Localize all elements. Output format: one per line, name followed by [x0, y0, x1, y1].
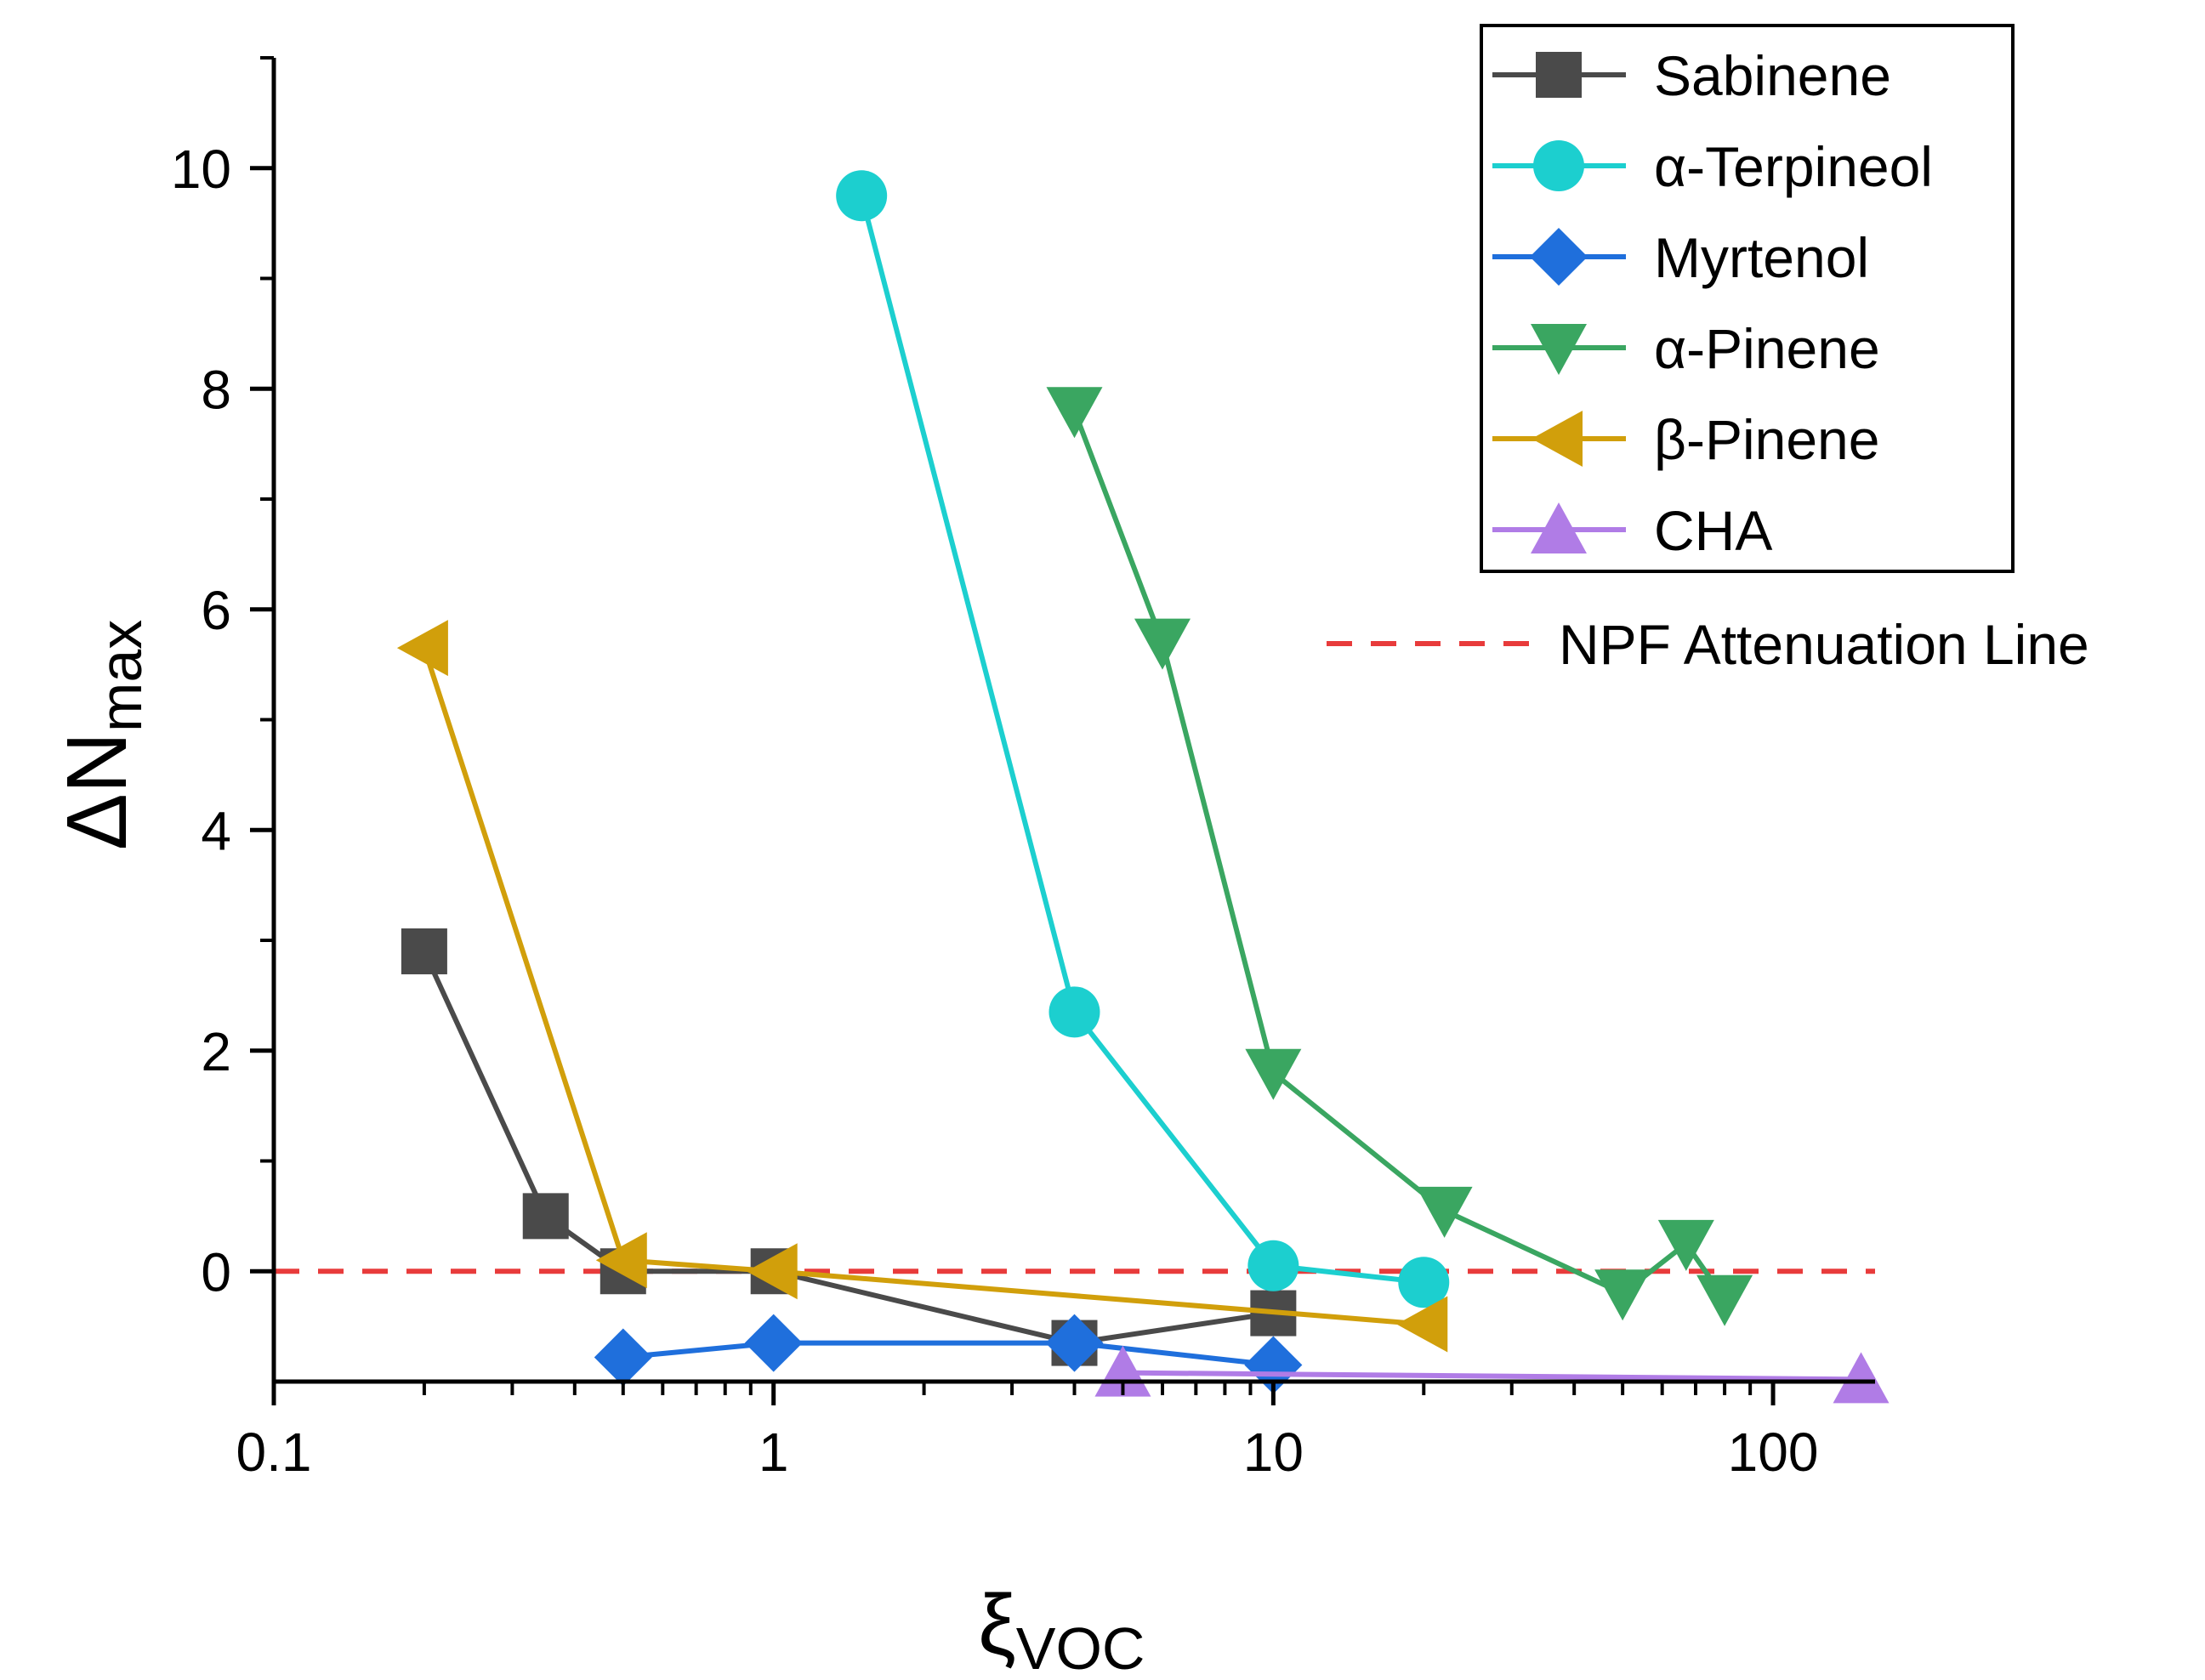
y-tick-label: 0 — [201, 1241, 231, 1303]
data-point-pinene — [1416, 1186, 1473, 1238]
legend-marker — [1533, 140, 1584, 191]
legend-items: Sabinene α-Terpineol Myrtenol α-Pinene β-Pin… — [1492, 44, 1933, 562]
series-line-cha — [1122, 1370, 1861, 1382]
legend-label: NPF Attenuation Line — [1559, 613, 2089, 676]
legend-item-pinene: β-Pinene — [1492, 408, 1879, 471]
legend-item-pinene: α-Pinene — [1492, 317, 1880, 380]
legend-label: Sabinene — [1654, 44, 1891, 107]
data-point-pinene — [396, 620, 448, 677]
x-tick-label: 10 — [1243, 1422, 1304, 1483]
data-point-pinene — [1696, 1274, 1753, 1326]
y-ticks: 0 2 4 6 8 10 — [171, 56, 274, 1303]
legend-marker — [1531, 502, 1587, 553]
series-pinene — [396, 620, 1448, 1353]
series-line-sabinene — [422, 950, 1274, 1346]
x-tick-label: 1 — [759, 1422, 789, 1483]
y-tick-label: 4 — [201, 800, 231, 861]
legend-item-sabinene: Sabinene — [1492, 44, 1891, 107]
legend-label: β-Pinene — [1654, 408, 1879, 471]
x-axis-title-sub: VOC — [1016, 1615, 1145, 1680]
legend-label: CHA — [1654, 499, 1772, 562]
data-point-pinene — [1245, 1048, 1302, 1100]
x-axis-title: ξVOC — [978, 1577, 1145, 1680]
data-point-terpineol — [1398, 1257, 1450, 1308]
y-tick-label: 6 — [201, 580, 231, 641]
data-point-myrtenol — [594, 1328, 652, 1387]
data-point-pinene — [1396, 1296, 1448, 1353]
y-tick-label: 2 — [201, 1021, 231, 1082]
series-line-pinene — [422, 647, 1424, 1327]
y-axis-title-main: ΔN — [49, 732, 145, 850]
legend: Sabinene α-Terpineol Myrtenol α-Pinene β-Pin… — [1327, 24, 2089, 676]
data-point-cha — [1094, 1345, 1151, 1397]
x-tick-label: 100 — [1728, 1422, 1819, 1483]
data-point-terpineol — [1247, 1240, 1299, 1291]
y-axis-title: ΔNmax — [49, 620, 154, 850]
data-point-myrtenol — [1045, 1314, 1104, 1372]
x-axis-title-main: ξ — [978, 1577, 1016, 1672]
data-point-terpineol — [1049, 986, 1100, 1038]
data-point-pinene — [746, 1243, 798, 1300]
legend-item-myrtenol: Myrtenol — [1492, 226, 1869, 289]
series-terpineol — [836, 170, 1450, 1308]
legend-label: Myrtenol — [1654, 226, 1869, 289]
legend-marker — [1536, 52, 1582, 98]
legend-label: α-Pinene — [1654, 317, 1880, 380]
data-point-pinene — [1657, 1219, 1714, 1271]
legend-label: α-Terpineol — [1654, 135, 1933, 198]
legend-item-cha: CHA — [1492, 499, 1772, 562]
y-axis-title-sub: max — [88, 620, 154, 732]
y-tick-label: 10 — [171, 139, 231, 200]
legend-marker — [1531, 324, 1587, 375]
legend-marker — [1530, 228, 1588, 286]
series-line-myrtenol — [622, 1340, 1274, 1368]
legend-marker — [1532, 411, 1583, 467]
data-point-pinene — [1594, 1269, 1651, 1321]
data-point-myrtenol — [744, 1314, 803, 1372]
legend-box — [1480, 24, 2015, 573]
data-point-pinene — [595, 1232, 647, 1289]
legend-item-terpineol: α-Terpineol — [1492, 135, 1933, 198]
y-tick-label: 8 — [201, 359, 231, 420]
data-point-pinene — [1134, 618, 1191, 670]
series-line-terpineol — [859, 195, 1424, 1286]
x-ticks: 0.1 1 10 100 — [236, 1382, 1819, 1483]
series-layer — [396, 170, 1890, 1404]
x-tick-label: 0.1 — [236, 1422, 312, 1483]
data-point-pinene — [1046, 387, 1103, 439]
axes: 0.1 1 10 100 0 2 4 6 8 10 — [171, 56, 1875, 1483]
legend-item-reference: NPF Attenuation Line — [1327, 613, 2089, 676]
data-point-sabinene — [401, 928, 447, 974]
series-cha — [1094, 1345, 1890, 1404]
series-pinene — [1046, 387, 1753, 1326]
data-point-terpineol — [836, 170, 888, 222]
data-point-sabinene — [522, 1193, 569, 1240]
data-point-cha — [1833, 1352, 1890, 1404]
